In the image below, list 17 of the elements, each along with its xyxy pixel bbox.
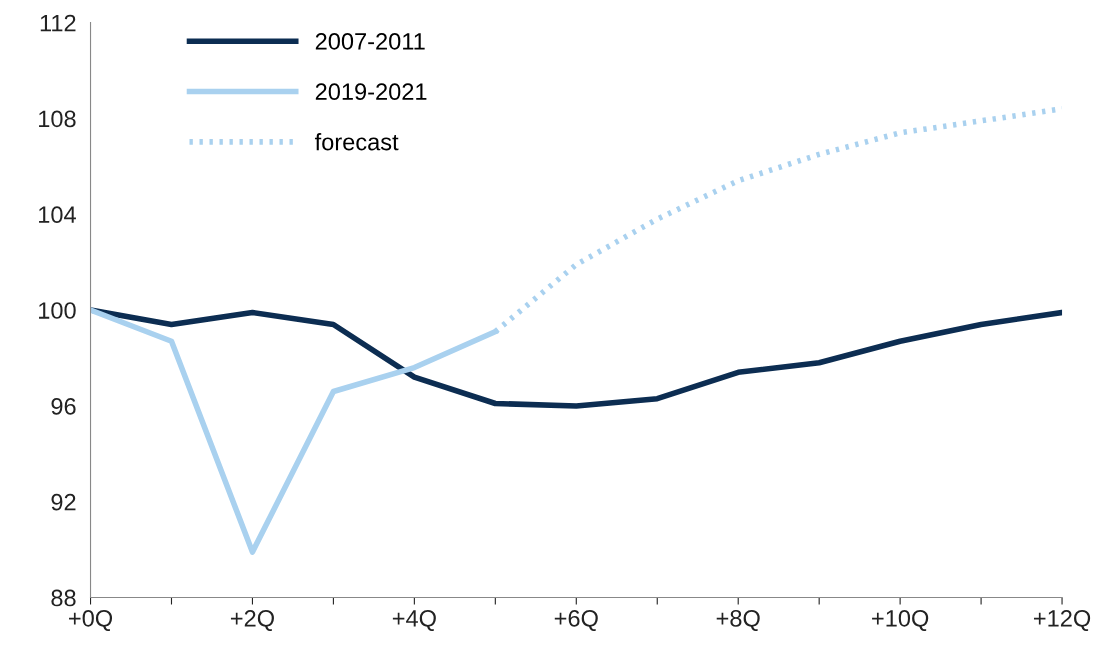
x-tick-label: +0Q xyxy=(69,609,113,631)
y-tick-label: 92 xyxy=(51,493,76,511)
legend-label: 2007-2011 xyxy=(315,32,425,50)
x-tick-label: +8Q xyxy=(716,609,760,631)
y-tick-label: 96 xyxy=(51,397,76,415)
legend-label: 2019-2021 xyxy=(315,83,427,101)
x-tick-label: +4Q xyxy=(392,609,436,631)
x-tick-label: +6Q xyxy=(554,609,598,631)
legend-label: forecast xyxy=(314,133,399,151)
y-tick-label: 108 xyxy=(39,110,76,128)
x-tick-label: +12Q xyxy=(1033,609,1091,631)
y-tick-label: 88 xyxy=(51,589,76,607)
y-tick-label: 112 xyxy=(40,14,76,32)
y-tick-label: 104 xyxy=(39,206,76,224)
x-tick-label: +10Q xyxy=(872,609,929,631)
y-tick-label: 100 xyxy=(39,302,76,319)
x-tick-label: +2Q xyxy=(230,609,274,631)
